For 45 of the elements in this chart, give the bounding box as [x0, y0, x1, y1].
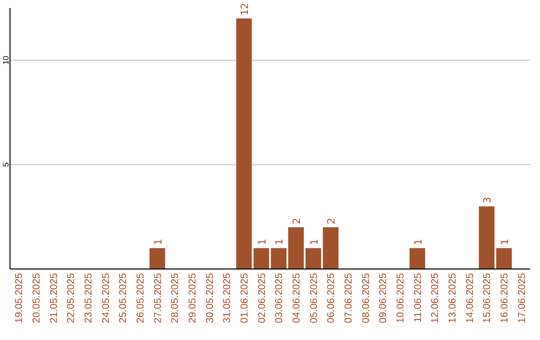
- x-tick-label: 06.06.2025: [326, 272, 338, 324]
- x-tick-label: 13.06.2025: [448, 272, 458, 324]
- data-label: 3: [482, 196, 494, 204]
- x-tick-label: 14.06.2025: [464, 272, 476, 324]
- data-label: 1: [257, 238, 268, 246]
- x-tick-label: 10.06.2025: [396, 272, 406, 324]
- y-tick-label: 10: [2, 55, 11, 65]
- x-tick-label: 07.06.2025: [344, 272, 354, 324]
- x-tick-label: 04.06.2025: [292, 272, 302, 324]
- x-tick-label: 28.05.2025: [170, 272, 182, 324]
- bar: [410, 248, 426, 269]
- y-tick-label: 5: [2, 162, 11, 167]
- data-label: 1: [309, 238, 320, 246]
- x-tick-label: 27.05.2025: [152, 272, 164, 324]
- x-tick-label: 23.05.2025: [84, 272, 94, 324]
- x-tick-label: 29.05.2025: [188, 272, 198, 324]
- x-tick-label: 31.05.2025: [222, 272, 234, 324]
- data-label: 2: [292, 218, 303, 224]
- data-label: 1: [153, 238, 164, 246]
- data-label: 12: [240, 2, 251, 16]
- x-tick-label: 02.06.2025: [256, 272, 268, 324]
- x-tick-label: 17.06.2025: [516, 272, 528, 324]
- x-tick-label: 01.06.2025: [240, 272, 250, 324]
- x-tick-label: 25.05.2025: [118, 272, 130, 324]
- data-label: 1: [413, 238, 424, 246]
- bar: [150, 248, 166, 269]
- x-tick-label: 30.05.2025: [204, 272, 216, 324]
- x-tick-label: 03.06.2025: [274, 272, 286, 324]
- x-tick-label: 22.05.2025: [66, 272, 78, 324]
- data-label: 2: [326, 218, 338, 224]
- data-label: 1: [500, 238, 511, 246]
- x-tick-label: 08.06.2025: [360, 272, 372, 324]
- x-tick-label: 05.06.2025: [308, 272, 320, 324]
- x-tick-label: 12.06.2025: [430, 272, 442, 324]
- x-tick-label: 11.06.2025: [412, 272, 424, 322]
- x-tick-label: 24.05.2025: [100, 272, 112, 324]
- x-tick-label: 16.06.2025: [500, 272, 510, 324]
- data-label: 1: [274, 238, 286, 246]
- x-tick-label: 20.05.2025: [32, 272, 42, 324]
- x-tick-label: 15.06.2025: [482, 272, 494, 324]
- x-tick-label: 21.05.2025: [48, 272, 60, 324]
- x-tick-label: 19.05.2025: [14, 272, 26, 324]
- bar: [322, 227, 338, 269]
- x-tick-label: 09.06.2025: [378, 272, 390, 324]
- x-tick-label: 26.05.2025: [136, 272, 146, 324]
